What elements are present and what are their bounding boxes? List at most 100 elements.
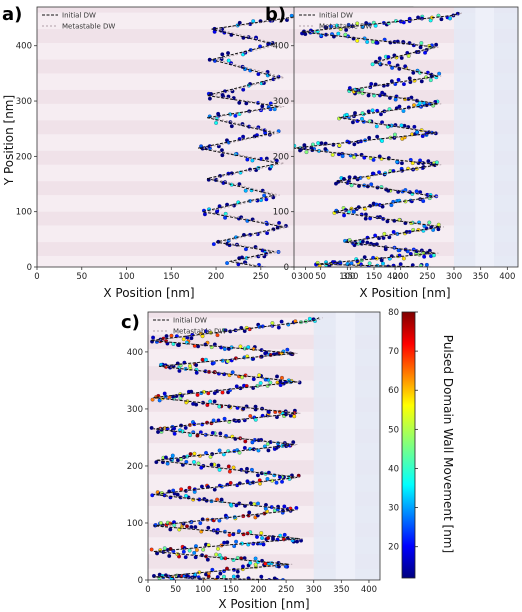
scatter-point [371, 157, 376, 162]
scatter-point [230, 370, 235, 375]
scatter-point [369, 81, 374, 86]
scatter-point [225, 566, 229, 571]
x-tick-label: 200 [250, 585, 266, 595]
scatter-point [192, 451, 197, 456]
scatter-point [199, 465, 204, 470]
scatter-point [227, 533, 232, 537]
scatter-point [210, 567, 215, 572]
scatter-point [417, 101, 422, 106]
scatter-point [412, 124, 417, 129]
scatter-point [234, 356, 238, 361]
scatter-point [248, 560, 253, 565]
scatter-point [367, 135, 372, 140]
scatter-point [170, 453, 175, 458]
scatter-point [241, 87, 246, 92]
scatter-point [266, 448, 271, 453]
x-tick-label: 250 [278, 585, 294, 595]
scatter-point [225, 540, 230, 545]
scatter-point [407, 76, 412, 81]
scatter-point [150, 397, 155, 402]
scatter-point [410, 161, 415, 166]
scatter-point [188, 364, 192, 368]
scatter-point [235, 574, 240, 579]
scatter-point [349, 261, 354, 266]
y-tick-label: 100 [127, 519, 143, 529]
metastable-dw-line [203, 12, 321, 267]
scatter-point [367, 261, 372, 266]
y-tick-label: 400 [127, 348, 143, 358]
scatter-point [172, 491, 177, 496]
scatter-point [149, 547, 154, 552]
scatter-point [225, 261, 230, 266]
scatter-point [237, 20, 242, 25]
scatter-point [189, 525, 194, 530]
scatter-point [194, 370, 199, 375]
scatter-point [352, 142, 357, 147]
scatter-point [195, 393, 200, 397]
y-tick-label: 100 [16, 208, 32, 218]
scatter-point [257, 373, 262, 378]
scatter-point [365, 240, 370, 245]
scatter-point [194, 402, 199, 407]
scatter-point [243, 188, 248, 193]
scatter-point [259, 574, 264, 579]
scatter-point [421, 101, 426, 105]
scatter-point [227, 469, 232, 474]
colorbar-tick-label: 60 [388, 386, 399, 396]
scatter-point [390, 65, 395, 70]
scatter-point [258, 381, 263, 385]
x-tick-label: 400 [387, 272, 403, 282]
scatter-point [188, 433, 193, 438]
x-tick-label: 300 [306, 585, 322, 595]
scatter-point [228, 502, 233, 507]
scatter-point [211, 242, 216, 247]
scatter-point [307, 316, 312, 321]
scatter-point [316, 141, 321, 146]
x-tick-label: 300 [297, 272, 313, 282]
scatter-point [370, 39, 375, 44]
panel-a-letter: a) [2, 4, 22, 25]
x-tick-label: 0 [34, 272, 39, 282]
scatter-point [195, 548, 199, 552]
scatter-point [391, 230, 396, 234]
scatter-point [219, 497, 224, 502]
scatter-point [255, 534, 259, 539]
scatter-point [350, 120, 355, 125]
scatter-point [401, 256, 406, 261]
scatter-point [216, 546, 220, 551]
scatter-point [215, 333, 220, 338]
scatter-point [276, 325, 281, 330]
scatter-point [351, 209, 356, 214]
scatter-point [226, 58, 231, 63]
scatter-point [366, 93, 371, 98]
scatter-point [218, 431, 223, 436]
panel-c: c) 0 50 100 150 200 250 300 350 400 0 100 200 300 400… [121, 311, 381, 611]
scatter-point [216, 463, 221, 468]
x-tick-label: 350 [473, 272, 489, 282]
scatter-point [285, 347, 290, 352]
scatter-point [403, 64, 408, 69]
scatter-point [237, 100, 242, 105]
scatter-point [262, 193, 267, 198]
x-tick-label: 200 [393, 272, 409, 282]
x-tick-label: 100 [339, 272, 355, 282]
colorbar: 20 30 40 50 60 70 80 Pulsed Domain Wall Moveme… [388, 308, 455, 579]
scatter-point [370, 108, 375, 113]
panel-c-letter: c) [121, 312, 140, 333]
background-band [475, 7, 494, 267]
colorbar-tick-label: 30 [388, 504, 399, 514]
scatter-point [193, 525, 198, 530]
scatter-point [395, 63, 400, 68]
scatter-point [280, 479, 284, 484]
scatter-point [260, 104, 265, 109]
scatter-point [414, 189, 419, 194]
scatter-point [402, 82, 406, 87]
x-tick-label: 100 [118, 272, 134, 282]
scatter-point [291, 440, 296, 445]
scatter-point [421, 199, 426, 204]
panel-a-xlabel: X Position [nm] [103, 286, 194, 300]
background-stripe [148, 312, 380, 318]
panel-b: b) 0 50 100 150 200 250 300 350 400 0 100 200 300 400… [265, 4, 519, 300]
scatter-point [214, 120, 219, 125]
scatter-point [418, 263, 423, 267]
